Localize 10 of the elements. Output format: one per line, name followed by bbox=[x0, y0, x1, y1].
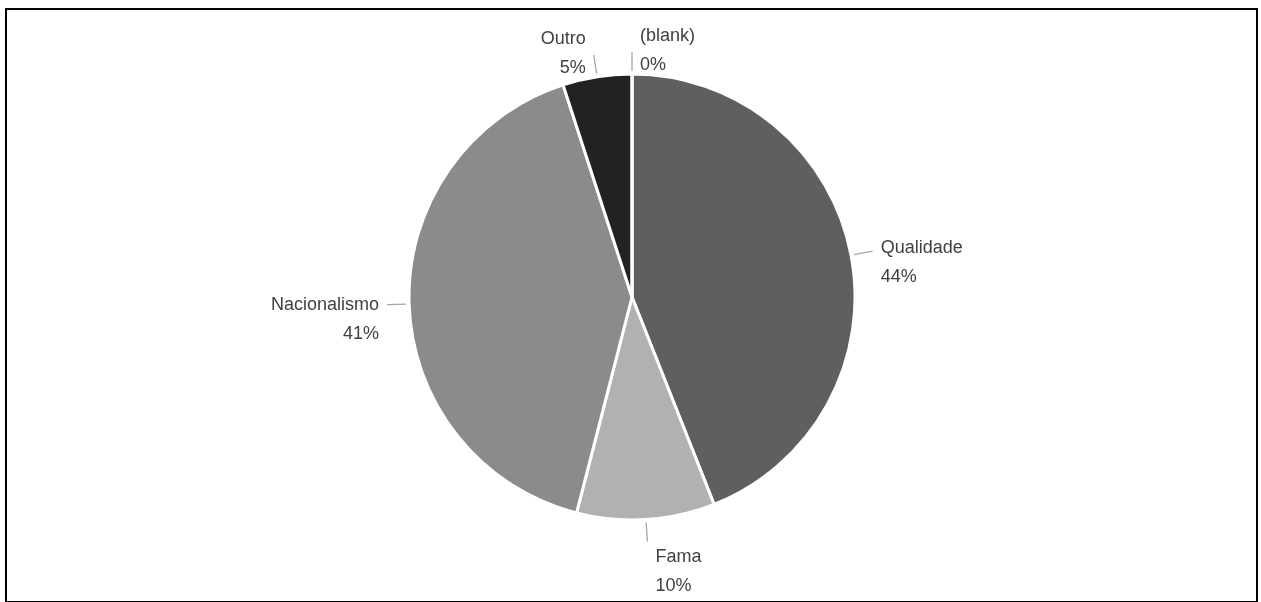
data-label: 44% bbox=[880, 266, 917, 287]
text: 0% bbox=[640, 54, 667, 74]
data-label: 41% bbox=[343, 323, 380, 344]
slice-label: Nacionalismo bbox=[271, 294, 380, 315]
slice-label: Outro bbox=[540, 28, 586, 49]
slice-label: Fama bbox=[655, 546, 703, 567]
data-label: 10% bbox=[655, 575, 692, 596]
category-label: (blank) bbox=[640, 25, 696, 45]
slice-label: Qualidade bbox=[880, 237, 963, 258]
data-label: 5% bbox=[559, 57, 586, 78]
